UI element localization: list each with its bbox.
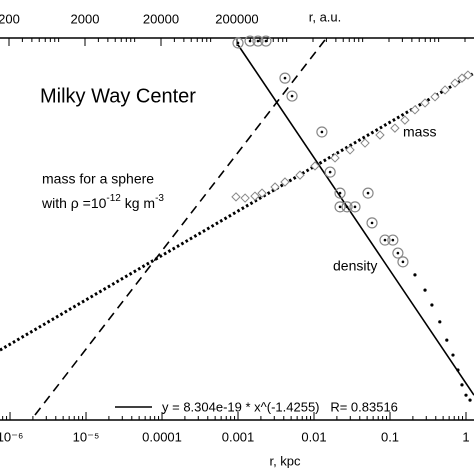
density-point [362, 187, 374, 199]
x2-axis-label: r, a.u. [309, 9, 342, 24]
density-point [334, 201, 346, 213]
mass-point [250, 191, 260, 201]
density-point [349, 201, 361, 213]
density-point-center [338, 205, 342, 209]
x-tick-label: 0.001 [222, 429, 255, 444]
mass-point [330, 153, 340, 163]
x2-tick-label: 200 [0, 11, 20, 26]
annotation-part: kg m [121, 195, 155, 211]
density-point [244, 35, 256, 47]
annotation: mass for a sphere [42, 171, 154, 187]
density-dot [430, 303, 434, 307]
density-point [392, 247, 404, 259]
density-point-center [396, 251, 400, 255]
mass-point [257, 188, 267, 198]
x-tick-label: 10⁻⁵ [73, 429, 100, 444]
x-tick-label: 1 [462, 429, 469, 444]
mass-point [463, 70, 473, 80]
density-point-center [353, 205, 357, 209]
fit-line [34, 39, 326, 416]
mass-point [240, 193, 250, 203]
annotation: mass [403, 124, 436, 140]
x2-tick-label: 20000 [143, 11, 179, 26]
density-point-center [383, 238, 387, 242]
density-point [232, 37, 244, 49]
mass-point [440, 85, 450, 95]
annotation-part: -12 [106, 193, 121, 204]
density-point-center [290, 94, 294, 98]
x2-tick-label: 200000 [215, 11, 258, 26]
mass-point [450, 78, 460, 88]
density-point-center [328, 170, 332, 174]
density-point-center [256, 39, 260, 43]
mass-point [310, 161, 320, 171]
density-dot [451, 353, 455, 357]
fit-line [237, 44, 474, 396]
density-point [397, 256, 409, 268]
mass-point [430, 92, 440, 102]
density-dot [423, 288, 427, 292]
annotation: with ρ =10-12 kg m-3 [41, 193, 164, 211]
density-point-center [320, 130, 324, 134]
density-point [334, 187, 346, 199]
density-point-center [345, 205, 349, 209]
mass-point [270, 182, 280, 192]
density-dot [468, 398, 472, 402]
mass-point [420, 98, 430, 108]
mass-point [410, 105, 420, 115]
x-tick-label: 10⁻⁶ [0, 429, 23, 444]
density-point-center [248, 39, 252, 43]
density-point [260, 35, 272, 47]
mass-point [390, 123, 400, 133]
density-point-center [366, 191, 370, 195]
annotation-part: with ρ =10 [41, 195, 107, 211]
legend-label: y = 8.304e-19 * x^(-1.4255) R= 0.83516 [162, 399, 398, 414]
mass-point [295, 170, 305, 180]
mass-point [360, 138, 370, 148]
mass-point [345, 145, 355, 155]
fit-line [0, 71, 474, 352]
density-point-center [391, 238, 395, 242]
density-point [316, 126, 328, 138]
density-dot [460, 383, 464, 387]
chart-title: Milky Way Center [40, 85, 196, 107]
density-point-center [236, 41, 240, 45]
density-point [252, 35, 264, 47]
x-tick-label: 0.01 [301, 429, 326, 444]
density-dot [413, 273, 417, 277]
density-point [366, 217, 378, 229]
mass-point [457, 73, 467, 83]
density-point-center [370, 221, 374, 225]
density-point [379, 234, 391, 246]
density-point [341, 201, 353, 213]
density-point [324, 166, 336, 178]
density-dot [456, 368, 460, 372]
annotation: density [333, 258, 377, 274]
density-point-center [338, 191, 342, 195]
x-tick-label: 0.0001 [142, 429, 182, 444]
density-point [279, 72, 291, 84]
density-point-center [283, 76, 287, 80]
density-dot [464, 393, 468, 397]
density-dot [438, 320, 442, 324]
x-tick-label: 0.1 [381, 429, 399, 444]
mass-point [280, 177, 290, 187]
mass-point [400, 115, 410, 125]
mass-point [375, 130, 385, 140]
density-point-center [401, 260, 405, 264]
x-axis-label: r, kpc [269, 453, 301, 468]
density-point [387, 234, 399, 246]
annotation-part: -3 [155, 193, 164, 204]
density-point [286, 90, 298, 102]
density-dot [445, 338, 449, 342]
mass-point [231, 192, 241, 202]
x2-tick-label: 2000 [71, 11, 100, 26]
density-point-center [264, 39, 268, 43]
